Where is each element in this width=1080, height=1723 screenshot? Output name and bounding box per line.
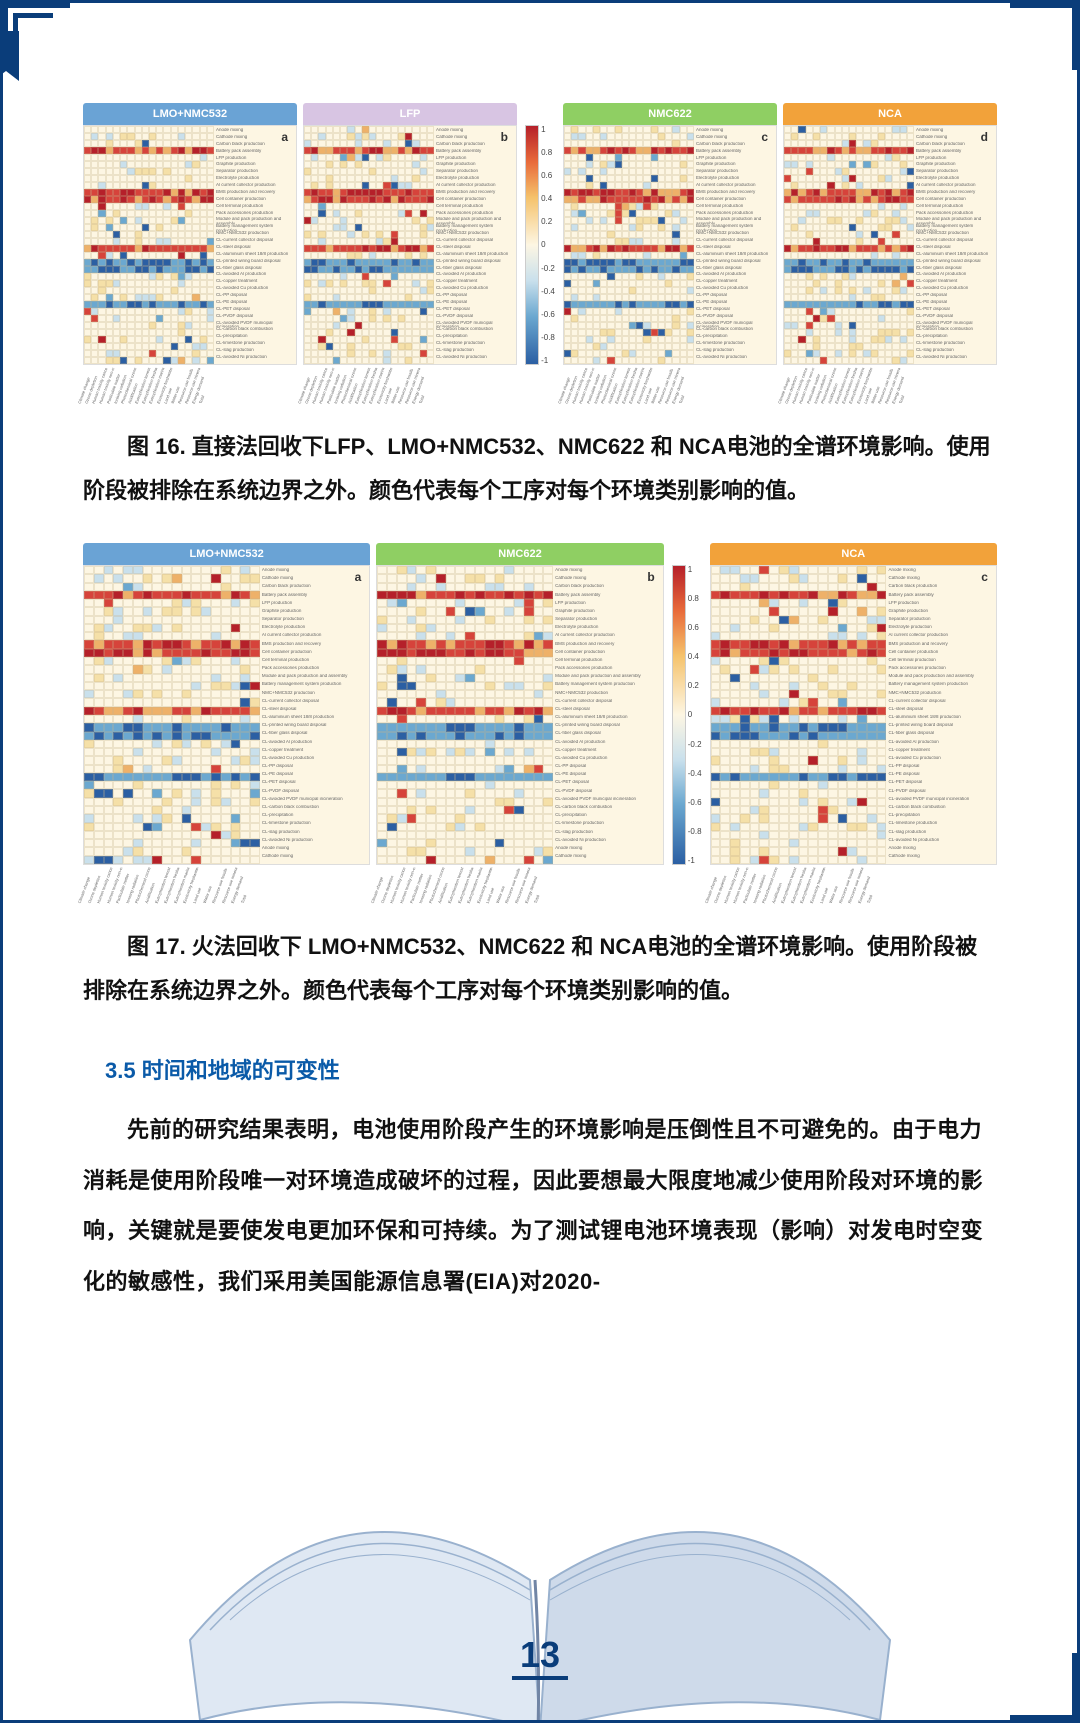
panel-header: NMC622 (376, 543, 663, 565)
heatmap-row-labels: Anode mixingCathode mixingCarbon black p… (260, 566, 370, 864)
heatmap-grid (377, 566, 553, 864)
page-number: 13 (512, 1634, 568, 1680)
panel-header: LMO+NMC532 (83, 543, 370, 565)
heatmap-body: aAnode mixingCathode mixingCarbon black … (83, 125, 297, 365)
heatmap-panel: NCAcAnode mixingCathode mixingCarbon bla… (710, 543, 997, 905)
corner-decoration (1010, 1653, 1080, 1723)
heatmap-row-labels: Anode mixingCathode mixingCarbon black p… (694, 126, 776, 364)
heatmap-grid (711, 566, 887, 864)
heatmap-panel: NMC622bAnode mixingCathode mixingCarbon … (376, 543, 663, 905)
heatmap-grid (84, 566, 260, 864)
page: LMO+NMC532aAnode mixingCathode mixingCar… (0, 0, 1080, 1723)
heatmap-col-labels: Climate changeOzone depletionHuman toxic… (376, 865, 548, 905)
heatmap-panel: LFPbAnode mixingCathode mixingCarbon bla… (303, 103, 517, 405)
heatmap-body: bAnode mixingCathode mixingCarbon black … (376, 565, 663, 865)
panel-sublabel: b (501, 130, 508, 144)
heatmap-panel: NCAdAnode mixingCathode mixingCarbon bla… (783, 103, 997, 405)
panel-sublabel: d (981, 130, 988, 144)
heatmap-grid (304, 126, 434, 364)
heatmap-grid (784, 126, 914, 364)
heatmap-body: bAnode mixingCathode mixingCarbon black … (303, 125, 517, 365)
panel-header: LMO+NMC532 (83, 103, 297, 125)
colorbar: 10.80.60.40.20-0.2-0.4-0.6-0.8-1 (523, 103, 557, 365)
panel-sublabel: c (761, 130, 768, 144)
panel-header: NCA (783, 103, 997, 125)
heatmap-body: aAnode mixingCathode mixingCarbon black … (83, 565, 370, 865)
figure-17-caption: 图 17. 火法回收下 LMO+NMC532、NMC622 和 NCA电池的全谱… (83, 925, 997, 1013)
panel-header: LFP (303, 103, 517, 125)
heatmap-row-labels: Anode mixingCathode mixingCarbon black p… (914, 126, 996, 364)
heatmap-col-labels: Climate changeOzone depletionHuman toxic… (710, 865, 882, 905)
ribbon-decoration (0, 31, 19, 71)
section-heading: 3.5 时间和地域的可变性 (83, 1053, 997, 1085)
panel-sublabel: c (981, 570, 988, 584)
heatmap-grid (564, 126, 694, 364)
panel-sublabel: a (355, 570, 362, 584)
heatmap-body: dAnode mixingCathode mixingCarbon black … (783, 125, 997, 365)
panel-header: NCA (710, 543, 997, 565)
panel-sublabel: a (281, 130, 288, 144)
panel-header: NMC622 (563, 103, 777, 125)
heatmap-body: cAnode mixingCathode mixingCarbon black … (563, 125, 777, 365)
content-area: LMO+NMC532aAnode mixingCathode mixingCar… (83, 103, 997, 1307)
heatmap-grid (84, 126, 214, 364)
figure-16-caption: 图 16. 直接法回收下LFP、LMO+NMC532、NMC622 和 NCA电… (83, 425, 997, 513)
heatmap-col-labels: Climate changeOzone depletionHuman toxic… (303, 365, 431, 405)
heatmap-body: cAnode mixingCathode mixingCarbon black … (710, 565, 997, 865)
panel-sublabel: b (647, 570, 654, 584)
heatmap-col-labels: Climate changeOzone depletionHuman toxic… (83, 865, 255, 905)
figure-17: LMO+NMC532aAnode mixingCathode mixingCar… (83, 543, 997, 905)
figure-16: LMO+NMC532aAnode mixingCathode mixingCar… (83, 103, 997, 405)
heatmap-row-labels: Anode mixingCathode mixingCarbon black p… (553, 566, 663, 864)
corner-decoration (1010, 0, 1080, 70)
heatmap-panel: LMO+NMC532aAnode mixingCathode mixingCar… (83, 543, 370, 905)
section-body: 先前的研究结果表明，电池使用阶段产生的环境影响是压倒性且不可避免的。由于电力消耗… (83, 1105, 997, 1307)
heatmap-col-labels: Climate changeOzone depletionHuman toxic… (563, 365, 691, 405)
heatmap-row-labels: Anode mixingCathode mixingCarbon black p… (886, 566, 996, 864)
heatmap-row-labels: Anode mixingCathode mixingCarbon black p… (214, 126, 296, 364)
heatmap-panel: NMC622cAnode mixingCathode mixingCarbon … (563, 103, 777, 405)
corner-decoration (13, 13, 53, 53)
heatmap-panel: LMO+NMC532aAnode mixingCathode mixingCar… (83, 103, 297, 405)
heatmap-row-labels: Anode mixingCathode mixingCarbon black p… (434, 126, 516, 364)
heatmap-col-labels: Climate changeOzone depletionHuman toxic… (83, 365, 211, 405)
heatmap-col-labels: Climate changeOzone depletionHuman toxic… (783, 365, 911, 405)
colorbar: 10.80.60.40.20-0.2-0.4-0.6-0.8-1 (670, 543, 704, 865)
